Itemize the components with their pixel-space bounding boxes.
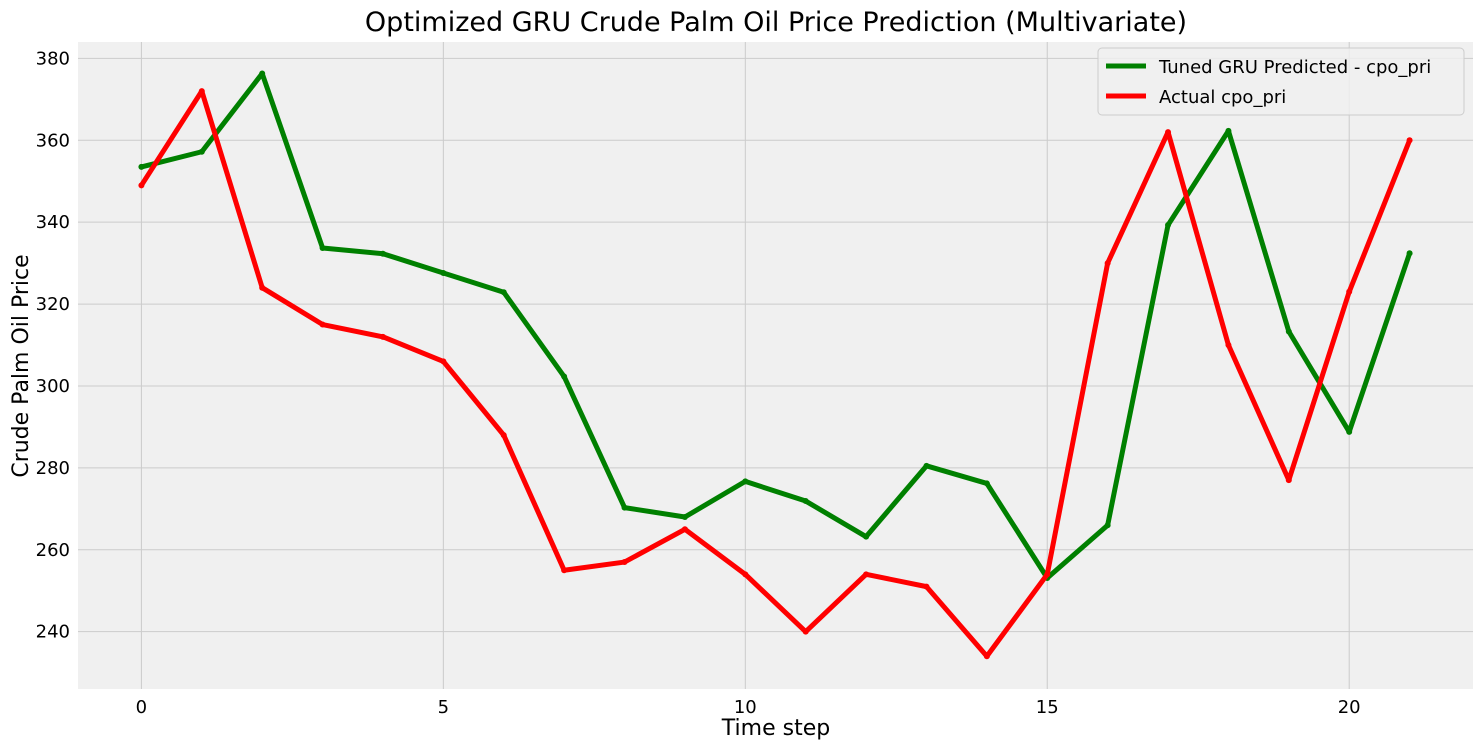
series-1-point bbox=[379, 333, 386, 340]
series-1-point bbox=[1346, 288, 1353, 295]
series-0-point bbox=[1225, 127, 1232, 134]
series-0-point bbox=[1406, 250, 1413, 257]
y-tick-label: 360 bbox=[36, 130, 70, 151]
series-1-point bbox=[742, 571, 749, 578]
y-tick-label: 320 bbox=[36, 294, 70, 315]
y-tick-label: 300 bbox=[36, 376, 70, 397]
legend-box bbox=[1097, 47, 1465, 116]
series-1-point bbox=[1406, 137, 1413, 144]
y-tick-label: 340 bbox=[36, 212, 70, 233]
x-tick-label: 5 bbox=[438, 697, 449, 718]
series-0-point bbox=[802, 498, 809, 505]
series-line-1 bbox=[138, 88, 1413, 659]
tick-labels: 0 5 10 15 20 240 260 280 300 320 340 360 380 bbox=[36, 48, 1361, 718]
series-0-point bbox=[621, 504, 628, 511]
legend: Tuned GRU Predicted - cpo_pri Actual cpo… bbox=[1097, 47, 1465, 116]
series-1-point bbox=[863, 571, 870, 578]
series-0-point bbox=[863, 533, 870, 540]
series-0-point bbox=[259, 70, 266, 77]
series-1-point bbox=[319, 321, 326, 328]
legend-marker-predicted bbox=[1123, 63, 1129, 69]
series-0-point bbox=[1346, 428, 1353, 435]
series-1-point bbox=[1285, 477, 1292, 484]
y-tick-label: 260 bbox=[36, 540, 70, 561]
series-1-point bbox=[138, 182, 145, 189]
series-0-point bbox=[500, 289, 507, 296]
x-tick-label: 10 bbox=[734, 697, 757, 718]
series-1-point bbox=[1165, 129, 1172, 136]
series-1-point bbox=[983, 653, 990, 660]
series-1-point bbox=[440, 358, 447, 365]
series-lines bbox=[138, 70, 1413, 660]
series-0-point bbox=[379, 250, 386, 257]
series-0-point bbox=[983, 480, 990, 487]
series-1-point bbox=[681, 526, 688, 533]
series-1-point bbox=[1225, 342, 1232, 349]
series-0-point bbox=[923, 462, 930, 469]
series-0-point bbox=[440, 269, 447, 276]
legend-label-predicted: Tuned GRU Predicted - cpo_pri bbox=[1158, 57, 1431, 78]
x-tick-label: 15 bbox=[1036, 697, 1059, 718]
x-tick-label: 20 bbox=[1338, 697, 1361, 718]
series-0-point bbox=[681, 514, 688, 521]
x-axis-label: Time step bbox=[721, 716, 830, 741]
series-0-point bbox=[319, 244, 326, 251]
legend-label-actual: Actual cpo_pri bbox=[1159, 87, 1286, 108]
plot-area bbox=[78, 42, 1473, 689]
y-axis-label: Crude Palm Oil Price bbox=[9, 254, 34, 477]
series-1-point bbox=[802, 628, 809, 635]
series-0-point bbox=[138, 163, 145, 170]
series-1-point bbox=[923, 583, 930, 590]
y-tick-label: 240 bbox=[36, 622, 70, 643]
series-0-point bbox=[1285, 328, 1292, 335]
chart-title: Optimized GRU Crude Palm Oil Price Predi… bbox=[365, 7, 1187, 38]
y-tick-label: 280 bbox=[36, 458, 70, 479]
series-1-point bbox=[259, 284, 266, 291]
legend-marker-actual bbox=[1123, 93, 1129, 99]
series-0-point bbox=[742, 478, 749, 485]
series-0-point bbox=[1165, 222, 1172, 229]
series-1-point bbox=[621, 559, 628, 566]
series-1-point bbox=[198, 88, 205, 95]
series-0-point bbox=[561, 373, 568, 380]
x-tick-label: 0 bbox=[136, 697, 147, 718]
series-0-point bbox=[198, 148, 205, 155]
series-line-0 bbox=[138, 71, 1413, 581]
series-1-point bbox=[1104, 260, 1111, 267]
grid bbox=[78, 42, 1473, 689]
y-tick-label: 380 bbox=[36, 48, 70, 69]
series-1-point bbox=[500, 432, 507, 439]
series-1-point bbox=[561, 567, 568, 574]
series-0-point bbox=[1104, 522, 1111, 529]
series-1-point bbox=[1044, 571, 1051, 578]
